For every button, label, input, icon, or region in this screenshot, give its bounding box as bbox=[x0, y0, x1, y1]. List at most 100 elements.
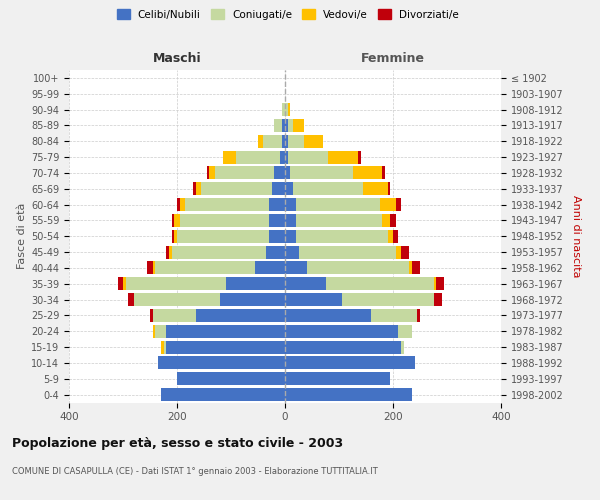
Bar bbox=[296, 198, 380, 211]
Bar bbox=[193, 182, 196, 195]
Bar bbox=[269, 198, 285, 211]
Bar bbox=[371, 309, 418, 322]
Bar bbox=[285, 182, 293, 195]
Bar bbox=[285, 230, 296, 242]
Bar bbox=[285, 278, 325, 290]
Bar bbox=[118, 278, 123, 290]
Bar bbox=[169, 246, 172, 258]
Bar bbox=[418, 309, 420, 322]
Bar bbox=[398, 325, 412, 338]
Bar bbox=[380, 198, 396, 211]
Bar bbox=[271, 182, 285, 195]
Bar bbox=[285, 166, 290, 179]
Bar bbox=[382, 166, 385, 179]
Bar bbox=[177, 198, 180, 211]
Bar bbox=[396, 246, 401, 258]
Bar bbox=[285, 150, 288, 164]
Bar bbox=[180, 214, 269, 227]
Bar bbox=[285, 325, 398, 338]
Bar bbox=[283, 135, 285, 147]
Bar bbox=[280, 150, 285, 164]
Bar bbox=[401, 246, 409, 258]
Bar bbox=[220, 293, 285, 306]
Bar bbox=[155, 325, 166, 338]
Bar bbox=[285, 262, 307, 274]
Bar bbox=[388, 182, 391, 195]
Bar bbox=[236, 150, 280, 164]
Bar bbox=[285, 309, 371, 322]
Bar bbox=[152, 325, 155, 338]
Bar bbox=[285, 103, 288, 116]
Bar bbox=[161, 388, 285, 401]
Bar bbox=[393, 230, 398, 242]
Bar bbox=[285, 214, 296, 227]
Bar bbox=[409, 262, 412, 274]
Bar bbox=[288, 135, 304, 147]
Bar bbox=[215, 166, 274, 179]
Bar bbox=[258, 135, 263, 147]
Bar bbox=[196, 182, 202, 195]
Bar bbox=[328, 150, 358, 164]
Text: Femmine: Femmine bbox=[361, 52, 425, 65]
Bar bbox=[288, 119, 293, 132]
Bar bbox=[158, 356, 285, 370]
Bar bbox=[175, 230, 177, 242]
Bar bbox=[401, 340, 404, 353]
Bar bbox=[206, 166, 209, 179]
Bar bbox=[148, 262, 152, 274]
Bar bbox=[202, 182, 271, 195]
Bar bbox=[256, 262, 285, 274]
Bar bbox=[391, 214, 396, 227]
Bar bbox=[325, 278, 433, 290]
Bar bbox=[161, 340, 163, 353]
Bar bbox=[266, 246, 285, 258]
Bar bbox=[285, 198, 296, 211]
Bar bbox=[269, 214, 285, 227]
Bar bbox=[285, 388, 412, 401]
Bar bbox=[163, 340, 166, 353]
Bar bbox=[152, 262, 155, 274]
Bar bbox=[185, 198, 269, 211]
Bar bbox=[358, 150, 361, 164]
Bar bbox=[126, 278, 226, 290]
Bar bbox=[123, 278, 126, 290]
Bar bbox=[293, 182, 364, 195]
Bar bbox=[172, 230, 175, 242]
Bar bbox=[196, 309, 285, 322]
Bar bbox=[364, 182, 388, 195]
Bar bbox=[283, 103, 285, 116]
Bar bbox=[288, 103, 290, 116]
Bar bbox=[180, 198, 185, 211]
Bar bbox=[174, 214, 180, 227]
Bar bbox=[285, 372, 391, 385]
Bar bbox=[152, 309, 196, 322]
Text: Popolazione per età, sesso e stato civile - 2003: Popolazione per età, sesso e stato civil… bbox=[12, 438, 343, 450]
Bar bbox=[296, 230, 388, 242]
Bar bbox=[353, 166, 382, 179]
Bar bbox=[274, 166, 285, 179]
Bar bbox=[296, 214, 382, 227]
Bar bbox=[177, 372, 285, 385]
Bar bbox=[283, 119, 285, 132]
Bar bbox=[209, 166, 215, 179]
Bar bbox=[299, 246, 396, 258]
Bar bbox=[172, 246, 266, 258]
Text: Maschi: Maschi bbox=[152, 52, 202, 65]
Bar bbox=[342, 293, 433, 306]
Bar bbox=[155, 262, 256, 274]
Bar bbox=[412, 262, 420, 274]
Bar bbox=[226, 278, 285, 290]
Bar bbox=[285, 356, 415, 370]
Bar bbox=[433, 278, 436, 290]
Bar bbox=[288, 150, 328, 164]
Bar bbox=[285, 246, 299, 258]
Bar bbox=[436, 278, 445, 290]
Bar bbox=[293, 119, 304, 132]
Y-axis label: Anni di nascita: Anni di nascita bbox=[571, 195, 581, 278]
Bar bbox=[150, 309, 152, 322]
Bar bbox=[269, 230, 285, 242]
Bar bbox=[388, 230, 393, 242]
Bar bbox=[274, 119, 283, 132]
Bar bbox=[128, 293, 134, 306]
Bar bbox=[166, 340, 285, 353]
